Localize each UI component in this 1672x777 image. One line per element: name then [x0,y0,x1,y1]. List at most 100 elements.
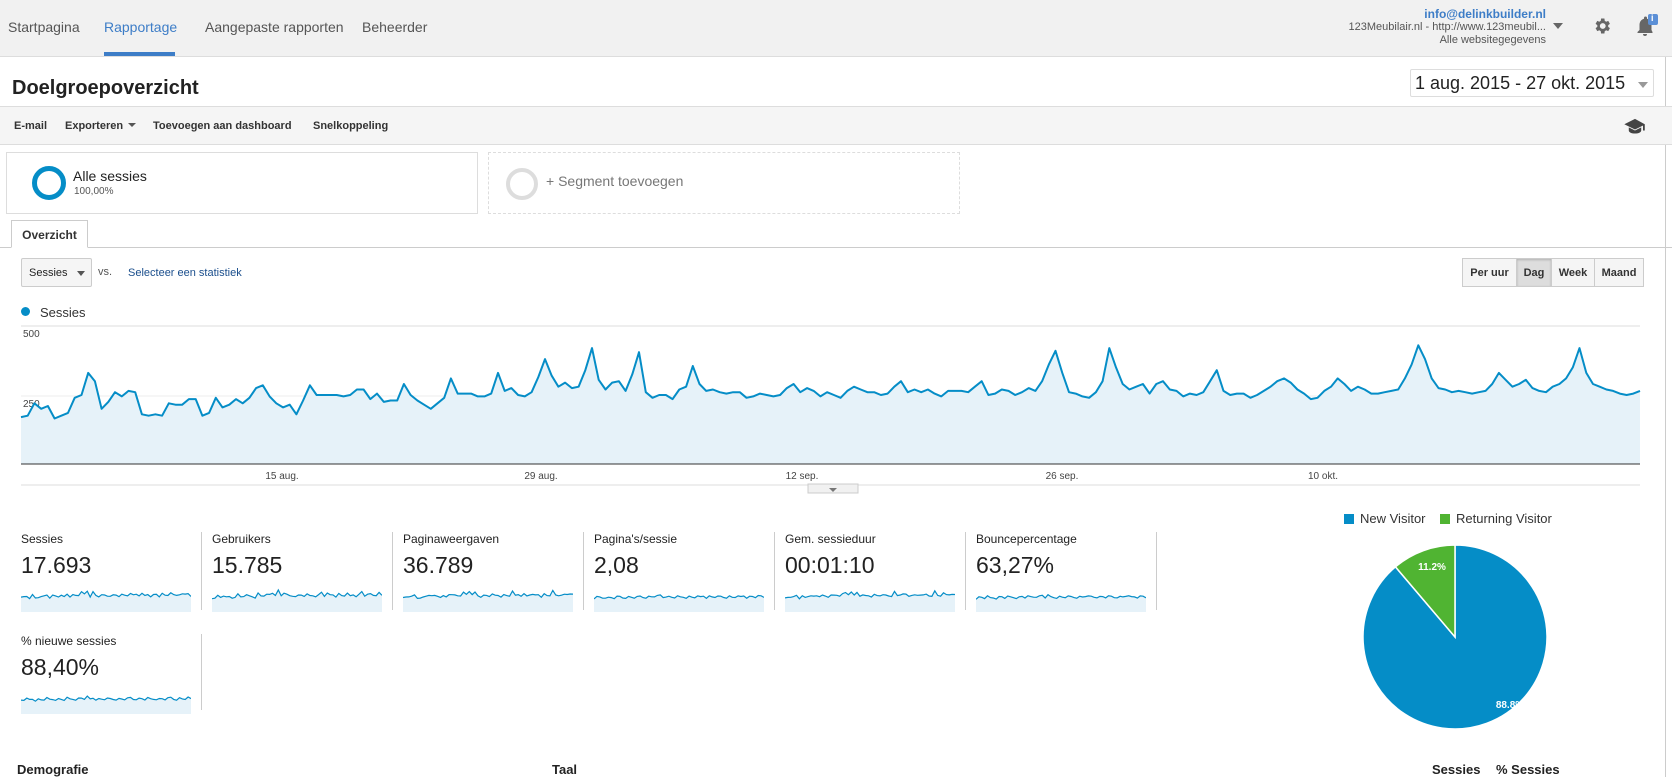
metric-select[interactable]: Sessies [21,258,92,287]
sparkline-line [212,588,382,600]
segment-all-sessions[interactable]: Alle sessies 100,00% [6,152,478,214]
chart-legend-label: Sessies [40,305,86,320]
sessions-area [21,345,1640,464]
segment-percent: 100,00% [74,186,114,197]
account-view: Alle websitegegevens [1439,34,1546,46]
tab-overview[interactable]: Overzicht [11,220,88,248]
column-sessies[interactable]: Sessies [1432,762,1481,777]
scorecard-divider [965,532,966,610]
sparkline-area [212,590,382,612]
legend-label-new: New Visitor [1360,511,1426,526]
active-tab-indicator [104,52,175,56]
sparkline-line [403,589,573,600]
email-button[interactable]: E-mail [14,120,48,132]
pie-label-new-visitor: 88.8% [1496,700,1524,711]
legend-label-returning: Returning Visitor [1456,511,1552,526]
pie-slice-new-visitor[interactable] [1362,544,1548,730]
sparkline [403,589,573,612]
bell-icon[interactable] [1634,14,1658,38]
report-toolbar: E-mail Exporteren Toevoegen aan dashboar… [0,106,1672,145]
sparkline-area [403,590,573,612]
page-title: Doelgroepoverzicht [12,77,199,99]
scorecard-gebruikers[interactable]: Gebruikers 15.785 [212,532,403,612]
segment-name: Alle sessies [73,168,147,184]
nav-tab-rapportage[interactable]: Rapportage [104,19,178,35]
sparkline [976,593,1146,612]
scorecard-paginaweergaven[interactable]: Paginaweergaven 36.789 [403,532,594,612]
add-to-dashboard-button[interactable]: Toevoegen aan dashboard [153,120,292,132]
scorecard-value: 2,08 [594,552,639,578]
pie-label-returning-visitor: 11.2% [1418,562,1446,573]
period-dag-button[interactable]: Dag [1516,258,1552,287]
select-metric-link[interactable]: Selecteer een statistiek [128,267,242,279]
x-label-15-aug: 15 aug. [265,471,298,482]
top-navigation: Startpagina Rapportage Aangepaste rappor… [0,0,1672,57]
export-caret-icon [128,123,137,127]
add-segment-ring-icon [506,168,538,200]
nav-tab-aangepaste-rapporten[interactable]: Aangepaste rapporten [205,19,344,35]
chart-collapse-caret-icon [829,488,837,492]
scorecard-sessies[interactable]: Sessies 17.693 [21,532,212,612]
scorecard-label: Gem. sessieduur [785,532,876,546]
export-button[interactable]: Exporteren [65,120,137,132]
scorecard-label: Paginaweergaven [403,532,500,546]
scorecard-bouncepercentage[interactable]: Bouncepercentage 63,27% [976,532,1167,612]
nav-tab-beheerder[interactable]: Beheerder [362,19,428,35]
period-per-uur-button[interactable]: Per uur [1462,258,1517,287]
x-label-12-sep: 12 sep. [786,471,819,482]
account-selector[interactable]: info@delinkbuilder.nl 123Meubilair.nl - … [1349,8,1547,47]
sparkline [785,589,955,612]
scorecard-value: 00:01:10 [785,552,875,578]
sparkline [594,594,764,612]
legend-swatch-returning [1440,514,1450,524]
date-range-picker[interactable]: 1 aug. 2015 - 27 okt. 2015 [1410,69,1654,97]
sparkline-line [21,695,191,702]
pie-legend-new-visitor[interactable]: New Visitor [1344,511,1426,526]
graduation-cap-icon[interactable] [1624,118,1646,134]
scorecard-divider [392,532,393,610]
scorecard-divider [583,532,584,610]
date-range-caret-icon [1638,82,1648,88]
sparkline-line [976,593,1146,600]
visitor-type-pie-chart: 88.8% 11.2% [1362,544,1548,730]
export-label: Exporteren [65,120,124,132]
scorecard-label: % nieuwe sessies [21,634,117,648]
period-maand-button[interactable]: Maand [1594,258,1644,287]
notification-badge: i [1651,13,1654,23]
add-segment-label: + Segment toevoegen [546,173,684,189]
account-property: 123Meubilair.nl - http://www.123meubil..… [1348,21,1547,33]
tab-bar-line [0,247,1672,248]
scorecard-nieuwe-sessies[interactable]: % nieuwe sessies 88,40% [21,634,212,714]
nav-tab-startpagina[interactable]: Startpagina [8,19,80,35]
chart-legend-dot [21,307,30,316]
account-caret-icon[interactable] [1553,23,1563,29]
pie-slice-returning-visitor[interactable] [1394,544,1456,640]
section-taal[interactable]: Taal [552,762,578,777]
sparkline-area [976,594,1146,612]
scorecard-value: 36.789 [403,552,474,578]
scorecard-value: 15.785 [212,552,283,578]
date-range-text: 1 aug. 2015 - 27 okt. 2015 [1415,73,1626,93]
shortcut-button[interactable]: Snelkoppeling [313,120,389,132]
sparkline-area [594,594,764,612]
x-label-29-aug: 29 aug. [524,471,557,482]
sparkline-area [21,591,191,612]
scorecard-label: Bouncepercentage [976,532,1077,546]
scorecard-divider [201,634,202,710]
scorecard-label: Gebruikers [212,532,271,546]
sparkline-area [785,590,955,612]
column-pct-sessies[interactable]: % Sessies [1496,762,1560,777]
period-week-button[interactable]: Week [1551,258,1595,287]
account-email: info@delinkbuilder.nl [1424,7,1546,21]
scorecard-value: 63,27% [976,552,1055,578]
pie-legend-returning-visitor[interactable]: Returning Visitor [1440,511,1552,526]
gear-icon[interactable] [1592,16,1612,36]
metric-select-value: Sessies [29,267,68,279]
y-tick-500: 500 [23,329,40,340]
x-label-26-sep: 26 sep. [1046,471,1079,482]
scorecard-value: 17.693 [21,552,92,578]
scorecard-gem-sessieduur[interactable]: Gem. sessieduur 00:01:10 [785,532,976,612]
scorecard-paginas-per-sessie[interactable]: Pagina's/sessie 2,08 [594,532,785,612]
scorecard-divider [774,532,775,610]
add-segment-button[interactable]: + Segment toevoegen [488,152,960,214]
